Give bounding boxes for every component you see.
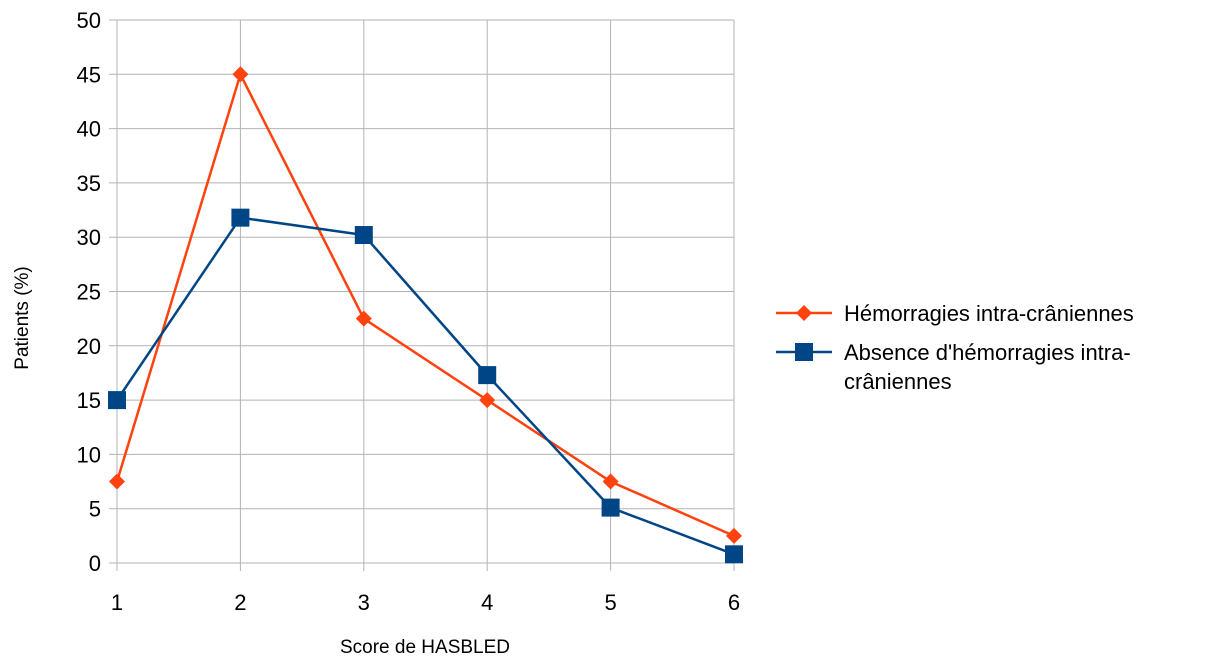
data-point xyxy=(479,392,496,409)
x-tick-label: 2 xyxy=(234,590,246,615)
legend-marker xyxy=(795,343,813,361)
y-axis-ticks: 0 5 10 15 20 25 30 35 40 45 50 xyxy=(77,8,101,576)
gridlines xyxy=(109,19,735,571)
data-point xyxy=(231,208,250,227)
data-point xyxy=(478,366,497,385)
data-point xyxy=(602,473,619,490)
y-tick-label: 40 xyxy=(77,117,101,142)
series-layer xyxy=(108,66,743,564)
legend-entry-1: Hémorragies intra-crâniennes xyxy=(776,301,1134,326)
data-point xyxy=(232,66,249,83)
x-tick-label: 6 xyxy=(728,590,740,615)
x-tick-label: 5 xyxy=(604,590,616,615)
legend-label: crâniennes xyxy=(844,369,952,394)
data-point xyxy=(355,310,372,327)
y-tick-label: 20 xyxy=(77,334,101,359)
data-point xyxy=(108,391,126,410)
y-tick-label: 50 xyxy=(77,8,101,33)
y-axis-title: Patients (%) xyxy=(12,266,33,369)
x-axis-title: Score de HASBLED xyxy=(340,637,510,658)
x-tick-label: 1 xyxy=(111,590,123,615)
y-tick-label: 30 xyxy=(77,225,101,250)
legend: Hémorragies intra-crâniennes Absence d'hé… xyxy=(776,301,1134,394)
x-axis-ticks: 1 2 3 4 5 6 xyxy=(111,590,740,615)
y-tick-label: 35 xyxy=(77,171,101,196)
data-point xyxy=(109,473,125,490)
x-tick-label: 3 xyxy=(358,590,370,615)
data-point xyxy=(354,226,373,245)
data-point xyxy=(725,545,743,564)
legend-label: Absence d'hémorragies intra- xyxy=(844,340,1131,365)
data-point xyxy=(726,527,742,544)
x-tick-label: 4 xyxy=(481,590,493,615)
legend-label: Hémorragies intra-crâniennes xyxy=(844,301,1134,326)
y-tick-label: 45 xyxy=(77,62,101,87)
series-line xyxy=(115,216,735,556)
legend-entry-2: Absence d'hémorragies intra-crâniennes xyxy=(776,340,1131,394)
y-tick-label: 5 xyxy=(89,497,101,522)
series-line xyxy=(115,73,735,537)
y-tick-label: 25 xyxy=(77,280,101,305)
axes xyxy=(116,20,734,564)
y-tick-label: 15 xyxy=(77,388,101,413)
y-tick-label: 0 xyxy=(89,551,101,576)
series-1 xyxy=(109,66,742,544)
data-point xyxy=(601,498,620,517)
y-tick-label: 10 xyxy=(77,442,101,467)
series-2 xyxy=(108,208,743,564)
legend-marker xyxy=(796,305,812,321)
